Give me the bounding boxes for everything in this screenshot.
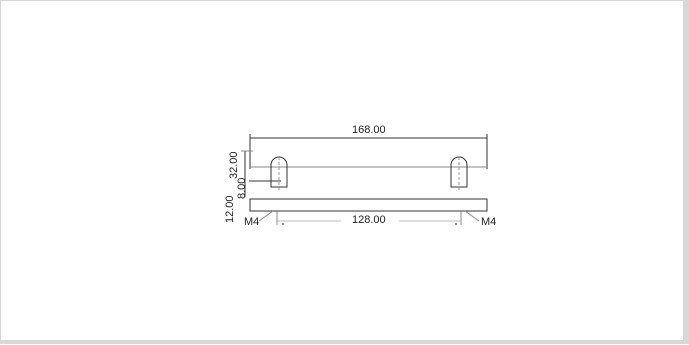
overall-length-label: 168.00 [352, 124, 386, 136]
left-leg [270, 156, 288, 188]
hole-right-marker [455, 223, 457, 225]
bar-thickness-label: 8.00 [236, 177, 248, 199]
hole-spacing-label: 128.00 [352, 214, 386, 226]
m4-left-leader [258, 210, 274, 222]
m4-right-leader [464, 210, 480, 222]
thread-left-label: M4 [244, 216, 260, 228]
hole-left-marker [282, 223, 284, 225]
height-label: 32.00 [228, 151, 240, 179]
leg-dim-label: 12.00 [224, 195, 236, 223]
base-bar [249, 198, 488, 212]
thread-right-label: M4 [481, 216, 497, 228]
right-leg [450, 156, 468, 188]
